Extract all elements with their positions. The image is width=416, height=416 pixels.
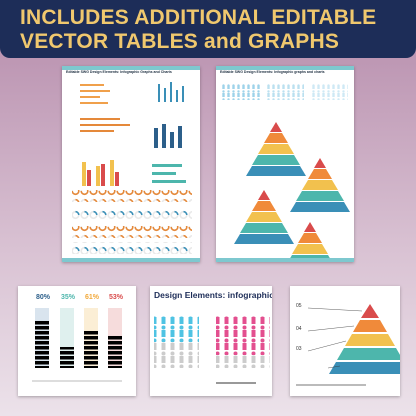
level: 04 (296, 326, 302, 332)
page: Editable SWG Design Elements: Infographi… (216, 66, 354, 262)
percent: 61% (85, 294, 100, 301)
page-art (72, 82, 192, 254)
banner: INCLUDES ADDITIONAL EDITABLE VECTOR TABL… (0, 0, 416, 58)
page-art (222, 84, 350, 262)
banner-line: VECTOR TABLES and GRAPHS (20, 30, 340, 53)
level: 03 (296, 346, 302, 352)
percent: 53% (109, 294, 124, 301)
people-art (154, 316, 270, 384)
thumbnail: Design Elements: infographic gra (150, 286, 272, 396)
page-title: Editable SWG Design Elements: Infographi… (220, 70, 325, 74)
percent: 80% (36, 294, 51, 301)
bars-art (32, 308, 122, 382)
level: 05 (296, 303, 302, 309)
thumbnail: 80% 35% 61% 53% (18, 286, 136, 396)
heading: Design Elements: infographic gra (154, 290, 272, 300)
page-title: Editable SWG Design Elements: Infographi… (66, 70, 172, 74)
page: Editable SWG Design Elements: Infographi… (62, 66, 200, 262)
banner-line: INCLUDES ADDITIONAL EDITABLE (20, 6, 377, 29)
thumbnail: 05 04 03 (290, 286, 400, 396)
percent: 35% (61, 294, 76, 301)
pyramid-art (296, 304, 400, 386)
